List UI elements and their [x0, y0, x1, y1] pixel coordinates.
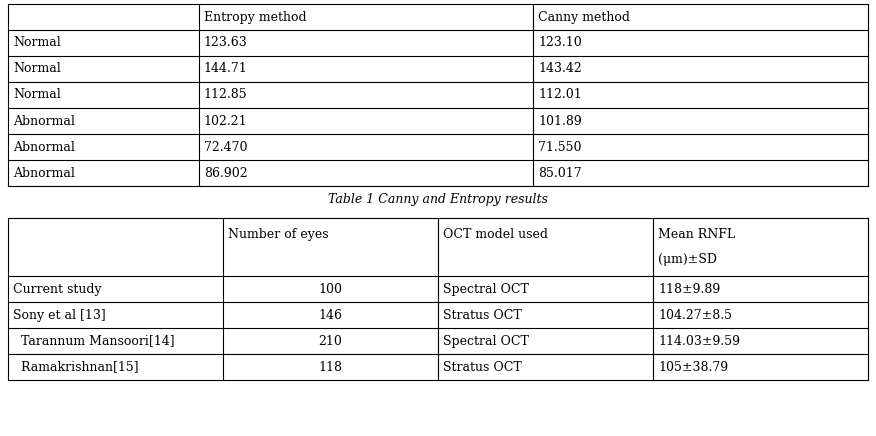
Text: 86.902: 86.902: [204, 167, 248, 180]
Text: 143.42: 143.42: [539, 62, 583, 75]
Text: 210: 210: [319, 334, 343, 347]
Text: Mean RNFL: Mean RNFL: [658, 228, 735, 241]
Text: 104.27±8.5: 104.27±8.5: [658, 309, 732, 321]
Text: 71.550: 71.550: [539, 140, 582, 153]
Text: Table 1 Canny and Entropy results: Table 1 Canny and Entropy results: [328, 193, 548, 205]
Text: Abnormal: Abnormal: [13, 140, 74, 153]
Text: Normal: Normal: [13, 62, 60, 75]
Text: 85.017: 85.017: [539, 167, 582, 180]
Text: Number of eyes: Number of eyes: [228, 228, 328, 241]
Text: Spectral OCT: Spectral OCT: [443, 334, 529, 347]
Text: Abnormal: Abnormal: [13, 167, 74, 180]
Text: Entropy method: Entropy method: [204, 10, 307, 24]
Text: Normal: Normal: [13, 37, 60, 50]
Text: Current study: Current study: [13, 283, 102, 296]
Text: Abnormal: Abnormal: [13, 115, 74, 127]
Text: Ramakrishnan[15]: Ramakrishnan[15]: [13, 361, 138, 374]
Text: Tarannum Mansoori[14]: Tarannum Mansoori[14]: [13, 334, 174, 347]
Text: 118±9.89: 118±9.89: [658, 283, 720, 296]
Text: 105±38.79: 105±38.79: [658, 361, 728, 374]
Text: 114.03±9.59: 114.03±9.59: [658, 334, 740, 347]
Text: 72.470: 72.470: [204, 140, 247, 153]
Text: 118: 118: [319, 361, 343, 374]
Text: 101.89: 101.89: [539, 115, 583, 127]
Text: Canny method: Canny method: [539, 10, 631, 24]
Text: 144.71: 144.71: [204, 62, 248, 75]
Text: OCT model used: OCT model used: [443, 228, 548, 241]
Text: (μm)±SD: (μm)±SD: [658, 253, 717, 266]
Text: Stratus OCT: Stratus OCT: [443, 361, 522, 374]
Text: Sony et al [13]: Sony et al [13]: [13, 309, 106, 321]
Text: Spectral OCT: Spectral OCT: [443, 283, 529, 296]
Text: 112.01: 112.01: [539, 89, 583, 102]
Text: 100: 100: [319, 283, 343, 296]
Text: 123.10: 123.10: [539, 37, 583, 50]
Text: 123.63: 123.63: [204, 37, 248, 50]
Text: 102.21: 102.21: [204, 115, 248, 127]
Text: Stratus OCT: Stratus OCT: [443, 309, 522, 321]
Text: 146: 146: [319, 309, 343, 321]
Text: 112.85: 112.85: [204, 89, 248, 102]
Text: Normal: Normal: [13, 89, 60, 102]
